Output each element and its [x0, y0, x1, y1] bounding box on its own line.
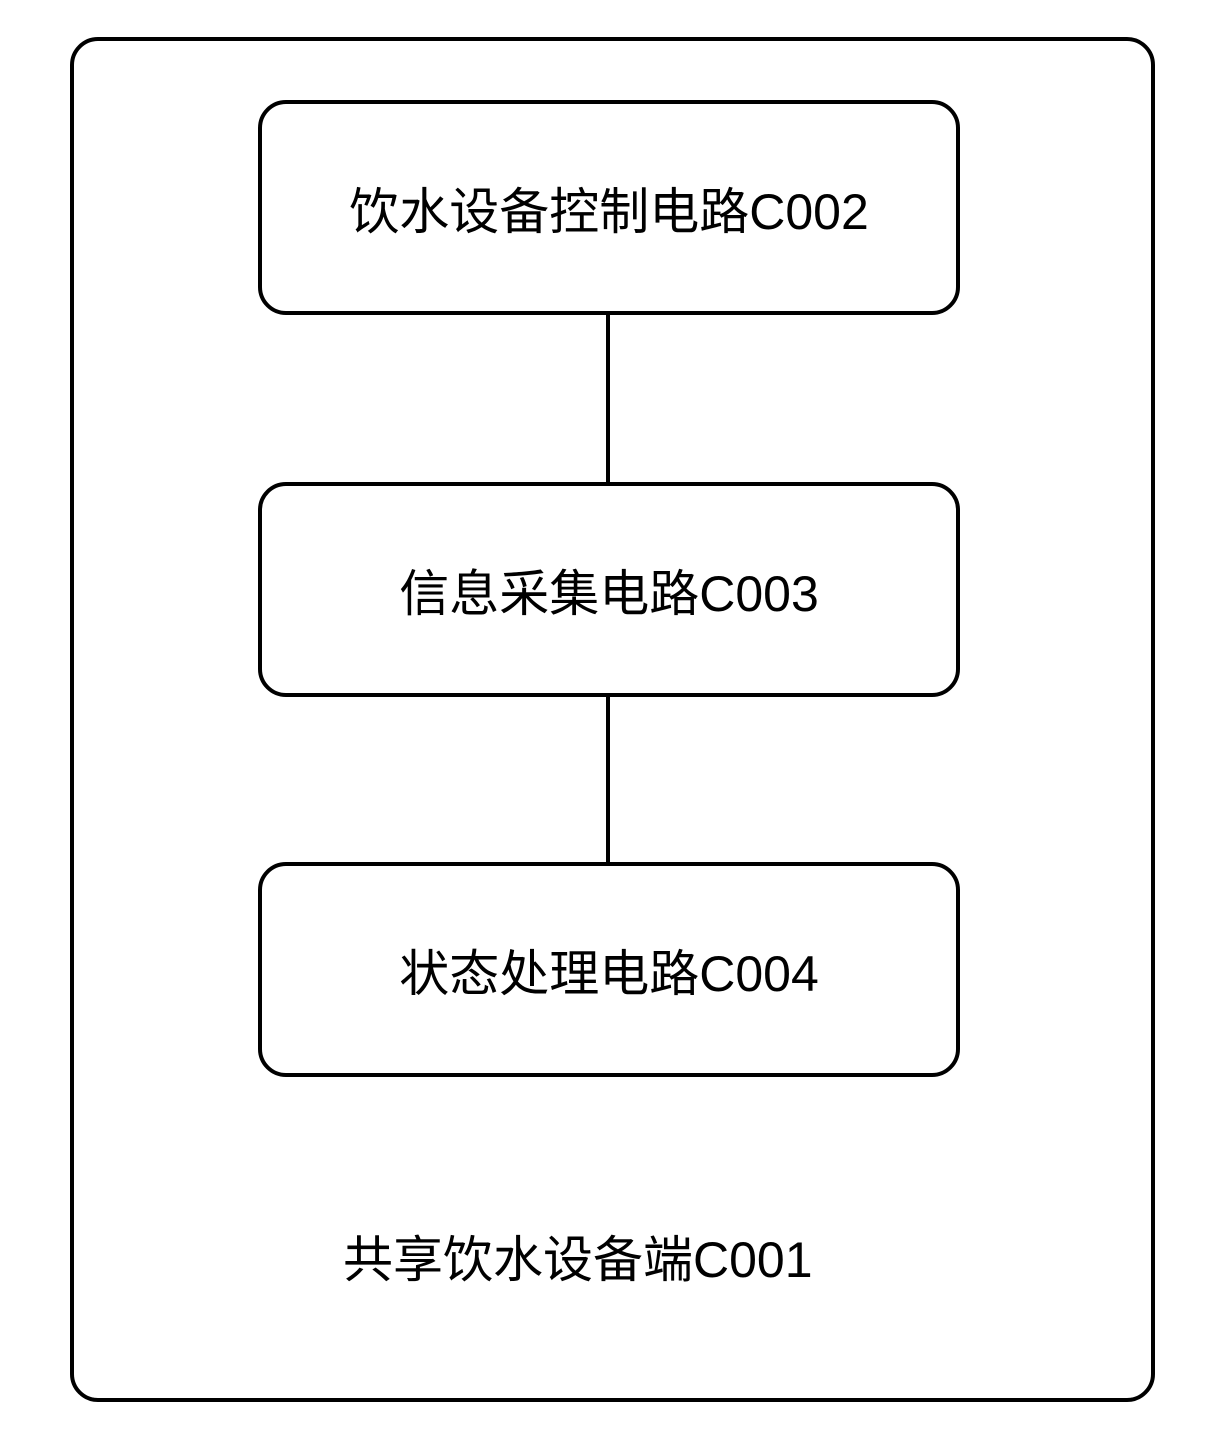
node-c004-label: 状态处理电路C004 [399, 934, 819, 1006]
edge-c003-c004 [606, 697, 610, 862]
node-c003: 信息采集电路C003 [258, 482, 960, 697]
edge-c002-c003 [606, 315, 610, 482]
node-c004: 状态处理电路C004 [258, 862, 960, 1077]
node-c003-label: 信息采集电路C003 [399, 554, 819, 626]
outer-container-label: 共享饮水设备端C001 [343, 1220, 813, 1292]
node-c002-label: 饮水设备控制电路C002 [349, 172, 869, 244]
node-c002: 饮水设备控制电路C002 [258, 100, 960, 315]
